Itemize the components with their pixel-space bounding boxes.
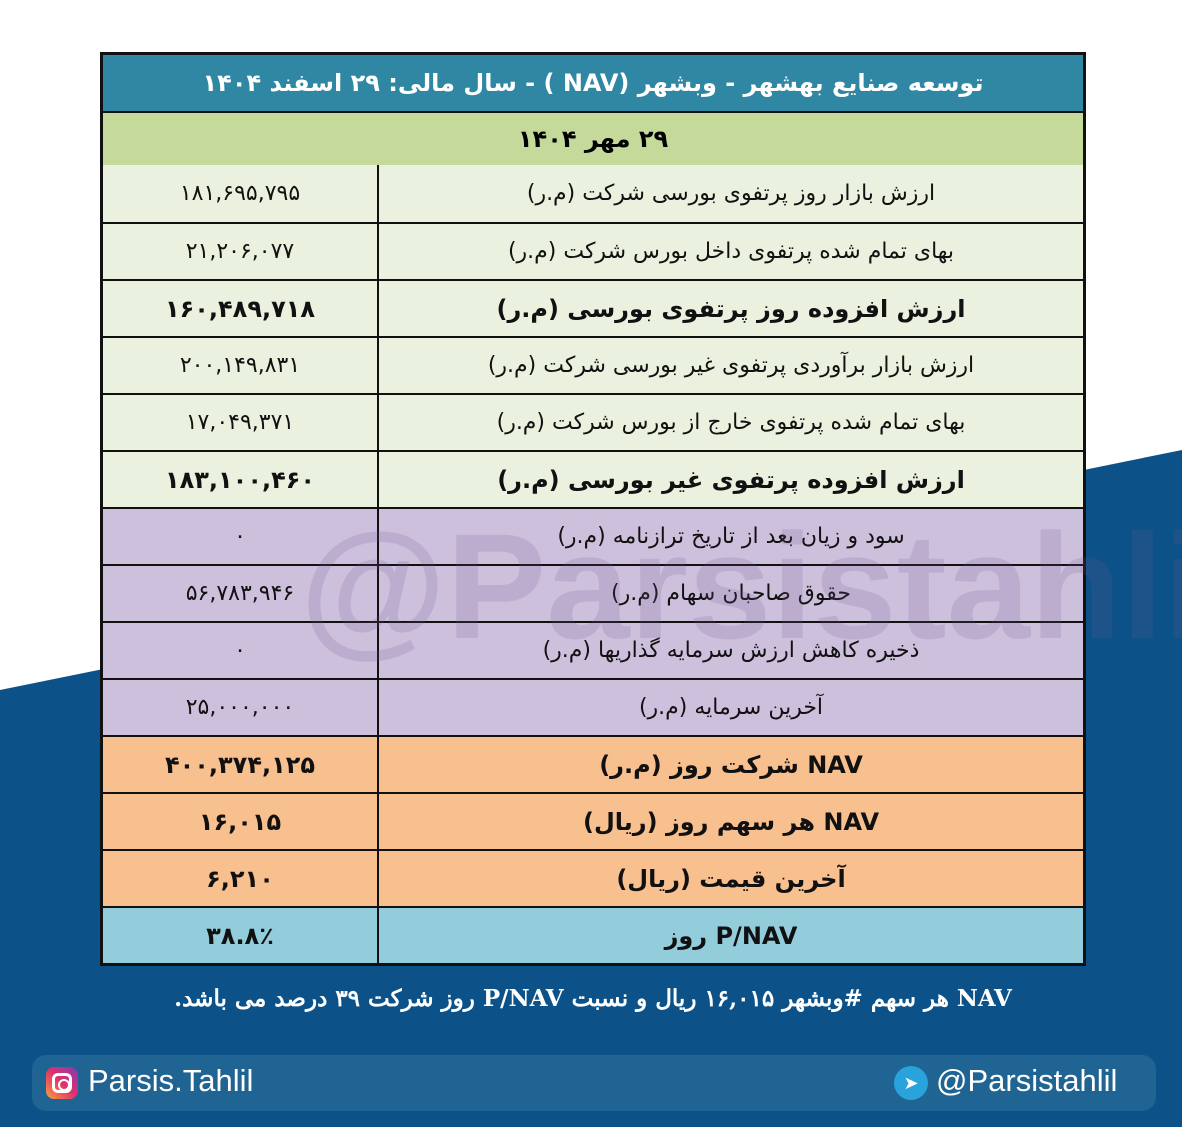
table-row: ۴۰۰,۳۷۴,۱۲۵ NAV شرکت روز (م.ر) xyxy=(103,735,1083,792)
row-label: آخرین قیمت (ریال) xyxy=(616,864,846,893)
table-date: ۲۹ مهر ۱۴۰۴ xyxy=(103,111,1083,165)
table-row: ۳۸.۸٪ P/NAV روز xyxy=(103,906,1083,963)
row-value: ۱۶,۰۱۵ xyxy=(103,794,379,849)
row-value: ۲۰۰,۱۴۹,۸۳۱ xyxy=(103,338,379,393)
table-row: ۱۸۱,۶۹۵,۷۹۵ ارزش بازار روز پرتفوی بورسی ش… xyxy=(103,165,1083,222)
row-value: ۱۶۰,۴۸۹,۷۱۸ xyxy=(103,281,379,336)
row-value: ۱۸۱,۶۹۵,۷۹۵ xyxy=(103,165,379,222)
row-value: ۰ xyxy=(103,509,379,564)
table-row: ۱۶,۰۱۵ NAV هر سهم روز (ریال) xyxy=(103,792,1083,849)
telegram-icon: ➤ xyxy=(894,1066,928,1100)
instagram-handle[interactable]: Parsis.Tahlil xyxy=(88,1063,254,1098)
table-row: ۱۶۰,۴۸۹,۷۱۸ ارزش افزوده روز پرتفوی بورسی … xyxy=(103,279,1083,336)
table-row: ۲۵,۰۰۰,۰۰۰ آخرین سرمایه (م.ر) xyxy=(103,678,1083,735)
row-label: ارزش بازار روز پرتفوی بورسی شرکت (م.ر) xyxy=(526,181,936,206)
social-footer: Parsis.Tahlil ➤ @Parsistahlil xyxy=(32,1055,1156,1111)
row-value: ۵۶,۷۸۳,۹۴۶ xyxy=(103,566,379,621)
row-value: ۳۸.۸٪ xyxy=(103,908,379,963)
row-label: NAV هر سهم روز (ریال) xyxy=(582,807,880,836)
table-title: توسعه صنایع بهشهر - وبشهر (NAV ) - سال م… xyxy=(103,55,1083,111)
row-value: ۱۸۳,۱۰۰,۴۶۰ xyxy=(103,452,379,507)
row-label: ارزش بازار برآوردی پرتفوی غیر بورسی شرکت… xyxy=(487,353,975,378)
row-value: ۱۷,۰۴۹,۳۷۱ xyxy=(103,395,379,450)
nav-table: توسعه صنایع بهشهر - وبشهر (NAV ) - سال م… xyxy=(100,52,1086,966)
row-value: ۲۱,۲۰۶,۰۷۷ xyxy=(103,224,379,279)
row-label: بهای تمام شده پرتفوی خارج از بورس شرکت (… xyxy=(496,410,966,435)
row-label: سود و زیان بعد از تاریخ ترازنامه (م.ر) xyxy=(557,524,905,549)
instagram-icon xyxy=(46,1067,78,1099)
summary-text: NAV هر سهم #وبشهر ۱۶,۰۱۵ ریال و نسبت P/N… xyxy=(174,985,1012,1012)
row-label: P/NAV روز xyxy=(664,921,798,950)
table-row: ۰ سود و زیان بعد از تاریخ ترازنامه (م.ر) xyxy=(103,507,1083,564)
table-row: ۰ ذخیره کاهش ارزش سرمایه گذاریها (م.ر) xyxy=(103,621,1083,678)
row-label: بهای تمام شده پرتفوی داخل بورس شرکت (م.ر… xyxy=(507,239,955,264)
row-value: ۰ xyxy=(103,623,379,678)
row-value: ۲۵,۰۰۰,۰۰۰ xyxy=(103,680,379,735)
row-label: ارزش افزوده روز پرتفوی بورسی (م.ر) xyxy=(496,294,966,323)
table-row: ۶,۲۱۰ آخرین قیمت (ریال) xyxy=(103,849,1083,906)
table-row: ۲۰۰,۱۴۹,۸۳۱ ارزش بازار برآوردی پرتفوی غیر… xyxy=(103,336,1083,393)
telegram-handle[interactable]: @Parsistahlil xyxy=(936,1063,1118,1098)
table-row: ۲۱,۲۰۶,۰۷۷ بهای تمام شده پرتفوی داخل بورس… xyxy=(103,222,1083,279)
row-label: حقوق صاحبان سهام (م.ر) xyxy=(611,581,851,606)
row-label: NAV شرکت روز (م.ر) xyxy=(599,750,863,779)
table-row: ۱۸۳,۱۰۰,۴۶۰ ارزش افزوده پرتفوی غیر بورسی … xyxy=(103,450,1083,507)
table-row: ۵۶,۷۸۳,۹۴۶ حقوق صاحبان سهام (م.ر) xyxy=(103,564,1083,621)
row-label: آخرین سرمایه (م.ر) xyxy=(638,695,824,720)
table-row: ۱۷,۰۴۹,۳۷۱ بهای تمام شده پرتفوی خارج از ب… xyxy=(103,393,1083,450)
row-value: ۶,۲۱۰ xyxy=(103,851,379,906)
row-label: ذخیره کاهش ارزش سرمایه گذاریها (م.ر) xyxy=(542,638,920,663)
row-label: ارزش افزوده پرتفوی غیر بورسی (م.ر) xyxy=(497,465,965,494)
row-value: ۴۰۰,۳۷۴,۱۲۵ xyxy=(103,737,379,792)
